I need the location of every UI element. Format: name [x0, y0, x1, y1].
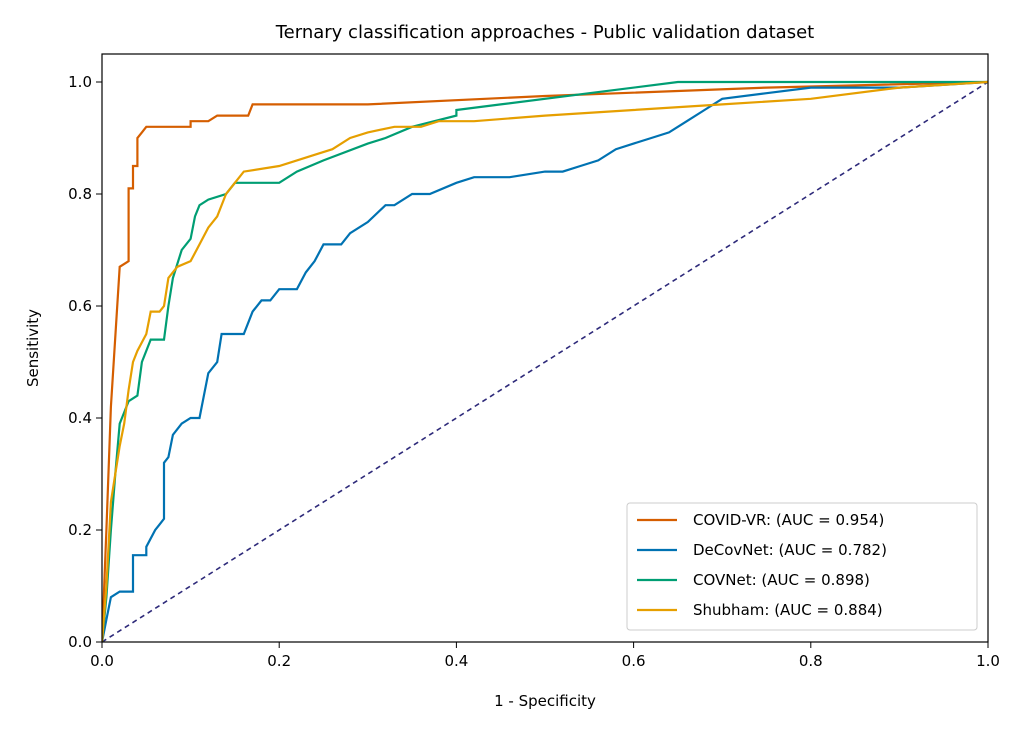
series-line-1	[102, 80, 988, 642]
axes-frame	[101, 53, 989, 643]
y-axis: 0.0 0.2 0.4 0.6 0.8 1.0	[68, 73, 102, 651]
x-tick-label: 0.8	[799, 652, 823, 670]
y-tick-label: 0.2	[68, 521, 92, 539]
y-tick-label: 0.8	[68, 185, 92, 203]
y-axis-label: Sensitivity	[24, 309, 42, 387]
y-tick-label: 0.4	[68, 409, 92, 427]
legend-label-3: Shubham: (AUC = 0.884)	[693, 601, 883, 619]
plot-area	[102, 80, 988, 642]
chance-diagonal-line	[102, 81, 988, 642]
legend-label-1: DeCovNet: (AUC = 0.782)	[693, 541, 887, 559]
x-axis: 0.0 0.2 0.4 0.6 0.8 1.0	[90, 642, 1000, 670]
x-axis-label: 1 - Specificity	[494, 692, 596, 710]
x-tick-label: 0.2	[267, 652, 291, 670]
legend-box	[626, 502, 978, 631]
chart-title: Ternary classification approaches - Publ…	[275, 22, 814, 43]
y-tick-label: 0.0	[68, 633, 92, 651]
series-line-0	[102, 80, 988, 642]
y-tick-label: 0.6	[68, 297, 92, 315]
x-tick-label: 0.0	[90, 652, 114, 670]
x-tick-label: 0.6	[622, 652, 646, 670]
legend-label-2: COVNet: (AUC = 0.898)	[693, 571, 870, 589]
legend-label-0: COVID-VR: (AUC = 0.954)	[693, 511, 884, 529]
x-tick-label: 1.0	[976, 652, 1000, 670]
legend: COVID-VR: (AUC = 0.954) DeCovNet: (AUC = …	[626, 502, 978, 631]
y-tick-label: 1.0	[68, 73, 92, 91]
x-tick-label: 0.4	[444, 652, 468, 670]
series-line-3	[102, 80, 988, 642]
